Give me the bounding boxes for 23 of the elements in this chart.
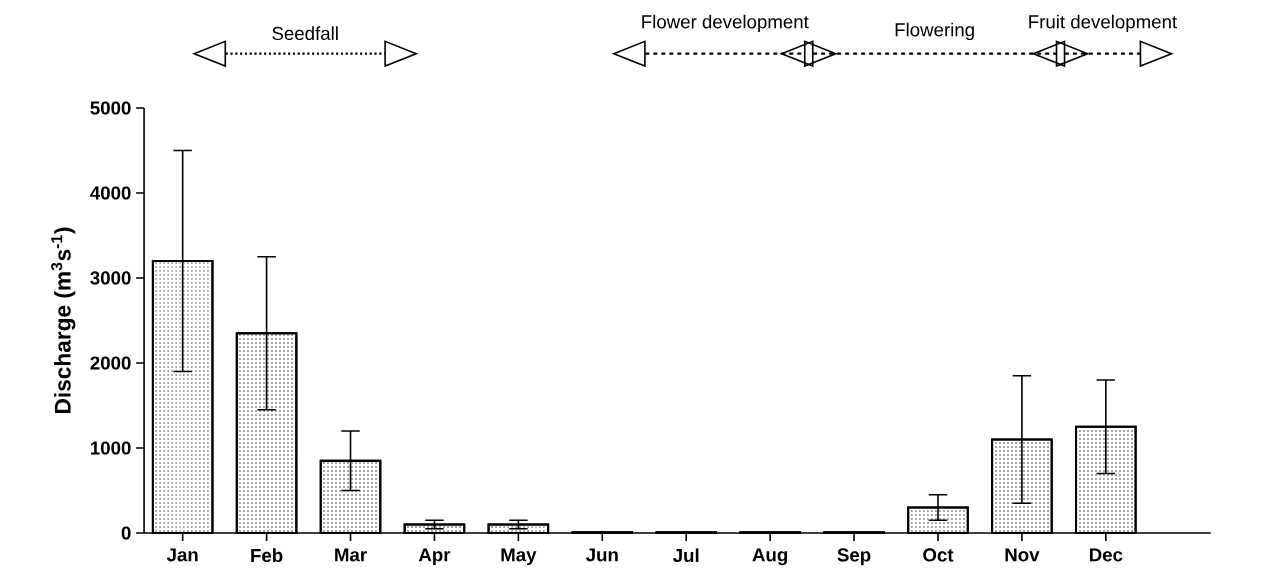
x-tick-label: May bbox=[501, 548, 537, 566]
x-tick-label: Jan bbox=[166, 548, 198, 562]
text: Flower development bbox=[642, 14, 809, 33]
y-tick-label: 4000 bbox=[90, 186, 131, 200]
y-tick-label: 3000 bbox=[90, 271, 131, 285]
x-tick-label: Sep bbox=[837, 548, 871, 566]
y-tick-label: 0 bbox=[121, 526, 131, 540]
x-tick-label: Dec bbox=[1089, 548, 1123, 562]
text: Seedfall bbox=[272, 26, 338, 41]
x-tick-label: Feb bbox=[251, 548, 283, 563]
y-axis-title: Discharge (m$^{3}$s$^{-1}$) bbox=[51, 227, 76, 413]
y-tick-label: 2000 bbox=[90, 356, 131, 370]
text: Fruit development bbox=[1029, 14, 1178, 33]
x-tick-label: Nov bbox=[1005, 548, 1040, 562]
x-tick-label: Apr bbox=[418, 548, 451, 566]
x-tick-label: Oct bbox=[923, 548, 954, 562]
x-tick-label: Jul bbox=[673, 548, 699, 563]
y-tick-label: 5000 bbox=[90, 101, 131, 115]
x-tick-label: Jun bbox=[585, 548, 618, 562]
x-tick-label: Mar bbox=[335, 548, 367, 562]
y-tick-label: 1000 bbox=[91, 441, 131, 455]
x-tick-label: Aug bbox=[752, 548, 788, 566]
text: Flowering bbox=[895, 22, 974, 41]
